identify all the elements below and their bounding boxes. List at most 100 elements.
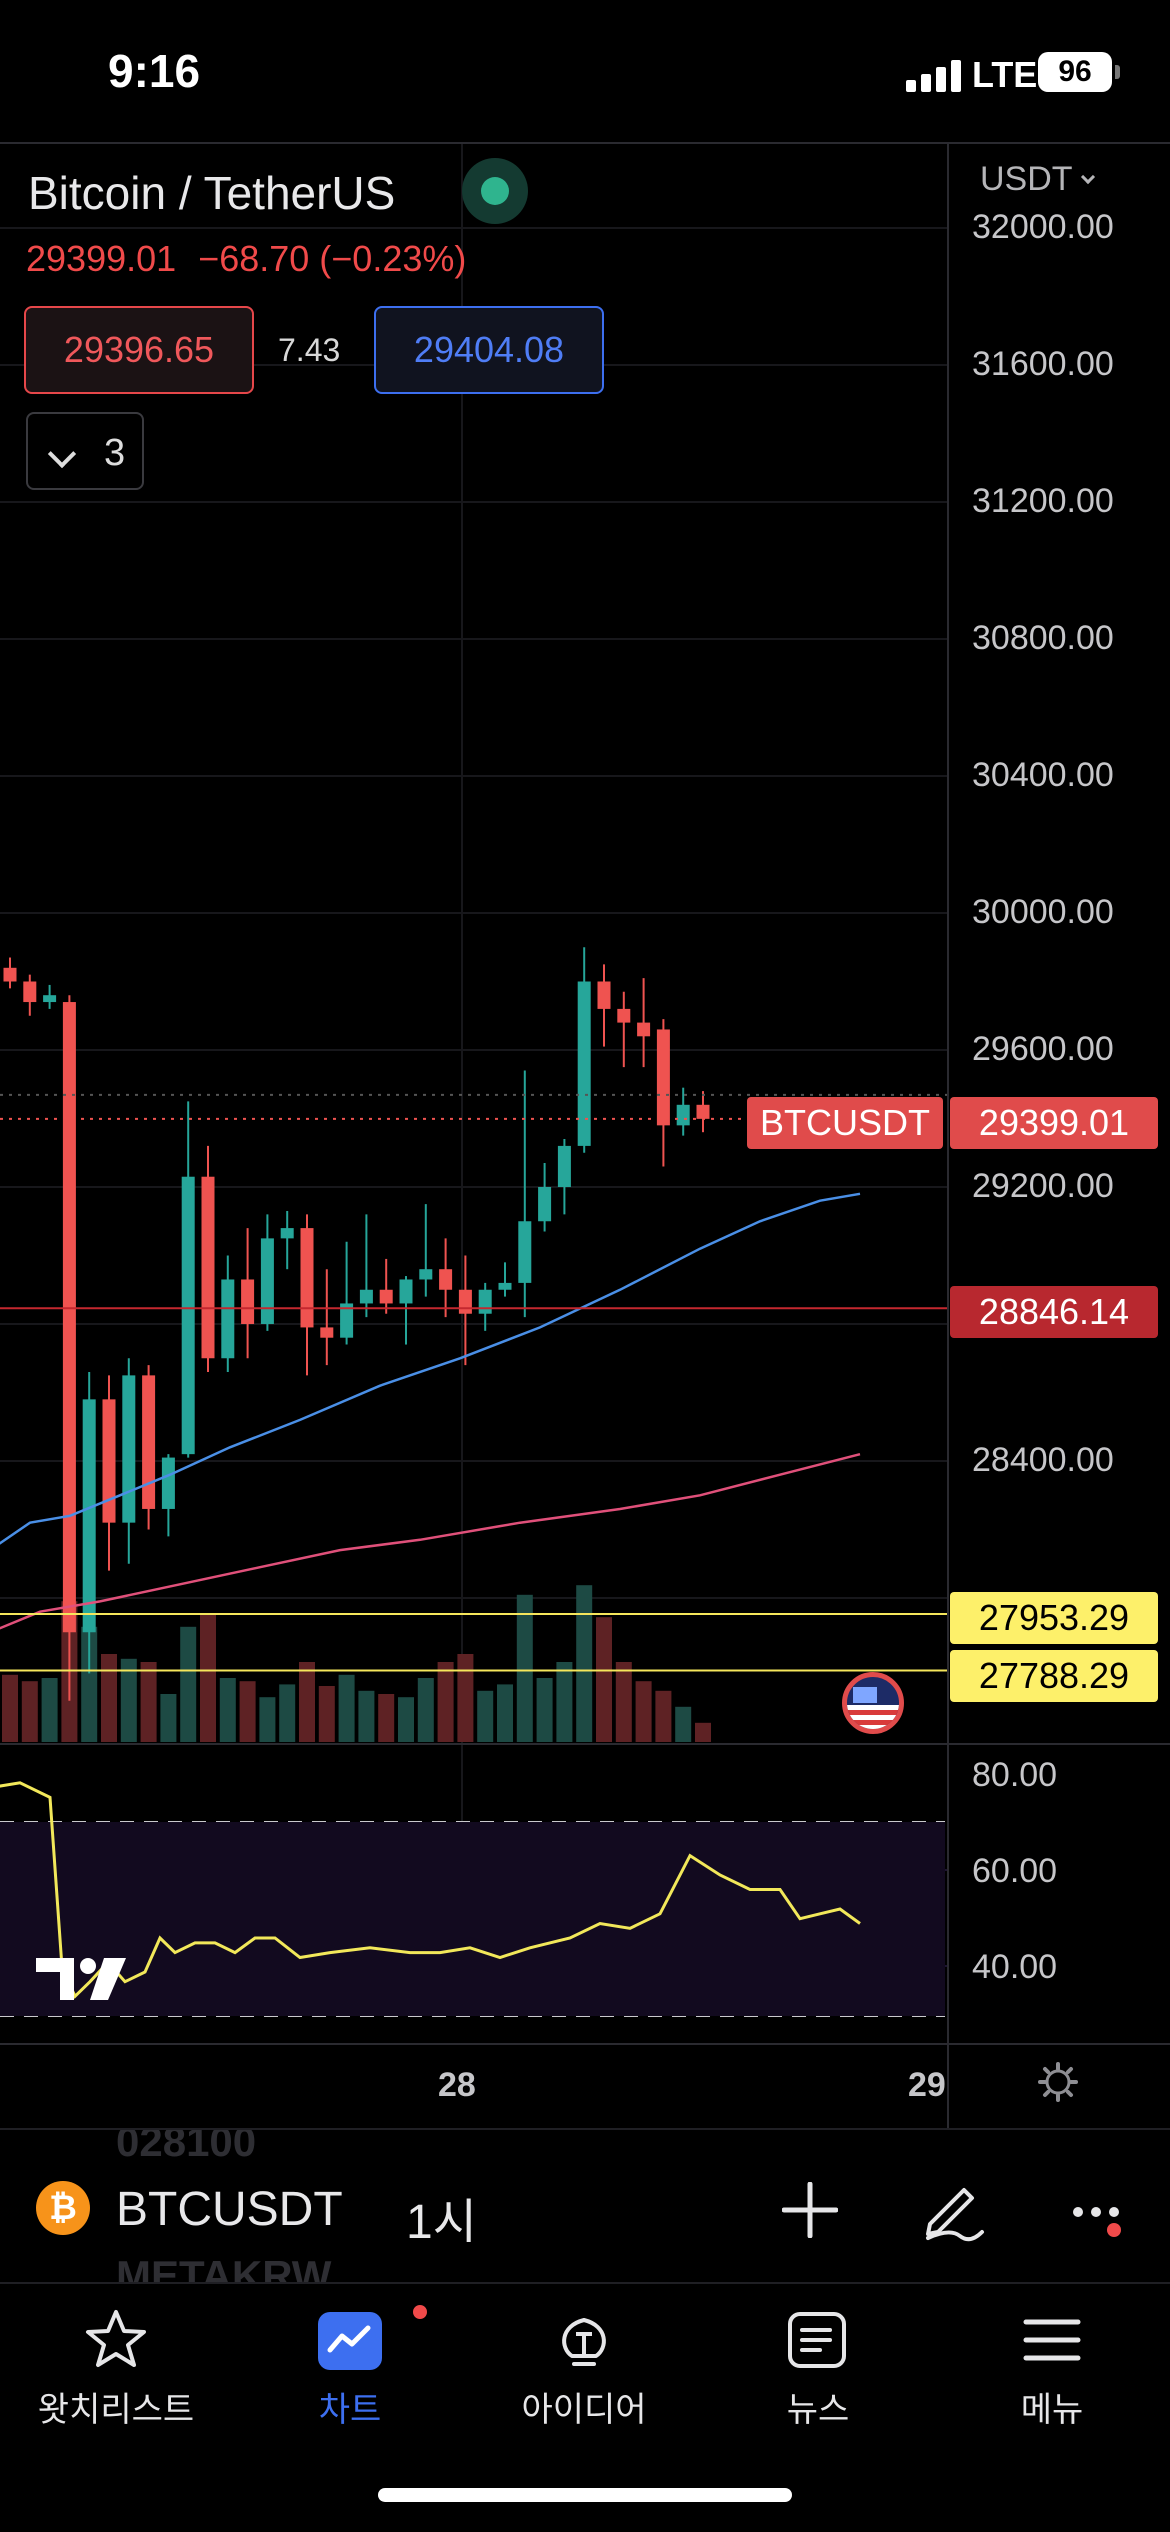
gear-icon[interactable] <box>1038 2062 1078 2102</box>
candle-body <box>498 1282 512 1290</box>
tab-chart[interactable]: 차트 <box>250 2286 450 2446</box>
price-chart[interactable] <box>0 144 1170 2128</box>
sell-button[interactable]: 29396.65 <box>24 306 254 394</box>
volume-bar <box>338 1674 355 1742</box>
candle-body <box>201 1176 215 1359</box>
volume-bar <box>596 1617 612 1742</box>
tradingview-logo <box>36 1958 126 2000</box>
tab-label: 왓치리스트 <box>37 2390 195 2430</box>
volume-bar <box>477 1690 494 1742</box>
chevron-down-icon <box>1080 169 1095 185</box>
candle-body <box>637 1022 651 1037</box>
home-indicator <box>378 2488 792 2502</box>
spread-value: 7.43 <box>278 332 341 368</box>
star-icon <box>86 2310 146 2367</box>
symbol-strip: 028100 ₿ BTCUSDT 1시 METAKRW <box>0 2128 1170 2284</box>
status-bar: 9:16 LTE 96 <box>0 0 1170 140</box>
price-tick: 32000.00 <box>972 208 1114 246</box>
volume-bar <box>120 1658 137 1742</box>
volume-bar <box>437 1662 454 1742</box>
tab-menu[interactable]: 메뉴 <box>952 2286 1152 2446</box>
candles <box>3 947 710 1701</box>
tab-label: 뉴스 <box>786 2390 850 2430</box>
alert-price-tag[interactable]: 27788.29 <box>950 1650 1158 1702</box>
divider <box>0 142 1170 144</box>
signal-icon <box>906 58 962 92</box>
tab-watchlist[interactable]: 왓치리스트 <box>16 2286 216 2446</box>
volume-bar <box>2 1674 18 1742</box>
candle-body <box>340 1303 354 1338</box>
candle-body <box>280 1228 294 1239</box>
symbol-price-tag: BTCUSDT <box>747 1097 943 1149</box>
last-price: 29399.01 <box>26 238 177 279</box>
candle-body <box>241 1279 255 1324</box>
tab-news[interactable]: 뉴스 <box>718 2286 918 2446</box>
price-tick: 31200.00 <box>972 482 1114 520</box>
candle-body <box>82 1399 96 1633</box>
candle-body <box>62 1002 76 1633</box>
volume-bar <box>536 1678 553 1742</box>
price-tick: 29600.00 <box>972 1030 1114 1068</box>
ma-price-tag: 28846.14 <box>950 1286 1158 1338</box>
lightbulb-icon <box>562 2318 606 2366</box>
volume-bar <box>615 1662 632 1742</box>
volume-bar <box>398 1697 414 1742</box>
network-type: LTE <box>972 54 1038 95</box>
price-tick: 31600.00 <box>972 345 1114 383</box>
oscillator-band <box>0 1822 945 2016</box>
volume-bar <box>378 1694 395 1742</box>
candle-body <box>557 1145 571 1187</box>
currency-select[interactable]: USDT <box>980 160 1095 199</box>
volume-bar <box>695 1722 711 1742</box>
candle-body <box>696 1104 710 1119</box>
volume-bar <box>576 1585 593 1742</box>
news-icon <box>788 2312 846 2368</box>
candle-body <box>518 1221 532 1283</box>
interval-selector[interactable]: 1시 <box>406 2196 477 2249</box>
symbol-selector[interactable]: BTCUSDT <box>116 2183 343 2236</box>
price-tick: 30400.00 <box>972 756 1114 794</box>
ghost-symbol: METAKRW <box>116 2252 332 2284</box>
market-open-icon <box>462 158 528 224</box>
battery-icon: 96 <box>1038 52 1112 92</box>
drawing-tool-icon[interactable] <box>920 2176 986 2242</box>
us-flag-event-icon[interactable] <box>842 1672 904 1734</box>
volume-bar <box>318 1686 335 1742</box>
ma-fast-line <box>0 1192 861 1545</box>
volume-bar <box>417 1678 434 1742</box>
volume-bar <box>41 1678 58 1742</box>
volume-bar <box>180 1626 197 1742</box>
battery-tip <box>1115 65 1120 79</box>
notification-badge <box>410 2302 430 2322</box>
price-tick: 30000.00 <box>972 893 1114 931</box>
candle-body <box>320 1327 334 1338</box>
candle-body <box>300 1228 314 1328</box>
volume-bar <box>635 1681 652 1742</box>
currency-label: USDT <box>980 160 1073 198</box>
volume-bar <box>259 1697 276 1742</box>
more-options-icon[interactable] <box>1070 2198 1130 2238</box>
alert-price-tag[interactable]: 27953.29 <box>950 1592 1158 1644</box>
volume-bar <box>457 1654 474 1742</box>
tab-label: 차트 <box>318 2390 382 2430</box>
price-tick: 29200.00 <box>972 1167 1114 1205</box>
osc-tick: 40.00 <box>972 1948 1058 1986</box>
symbol-title[interactable]: Bitcoin / TetherUS <box>28 167 396 219</box>
indicators-toggle-button[interactable]: 3 <box>26 412 144 490</box>
candle-body <box>617 1008 631 1023</box>
volume-bar <box>299 1662 315 1742</box>
tab-ideas[interactable]: 아이디어 <box>484 2286 684 2446</box>
candle-body <box>597 981 611 1009</box>
last-price-tag: 29399.01 <box>950 1097 1158 1149</box>
candle-body <box>379 1289 393 1304</box>
candle-body <box>656 1029 670 1126</box>
volume-bar <box>239 1681 256 1742</box>
time-tick: 29 <box>908 2066 946 2104</box>
menu-icon <box>1023 2319 1081 2361</box>
volume-bar <box>675 1706 692 1742</box>
plus-icon[interactable] <box>782 2182 838 2238</box>
chevron-down-icon <box>47 439 77 469</box>
candle-body <box>538 1187 552 1222</box>
volume-bar <box>358 1690 375 1742</box>
buy-button[interactable]: 29404.08 <box>374 306 604 394</box>
